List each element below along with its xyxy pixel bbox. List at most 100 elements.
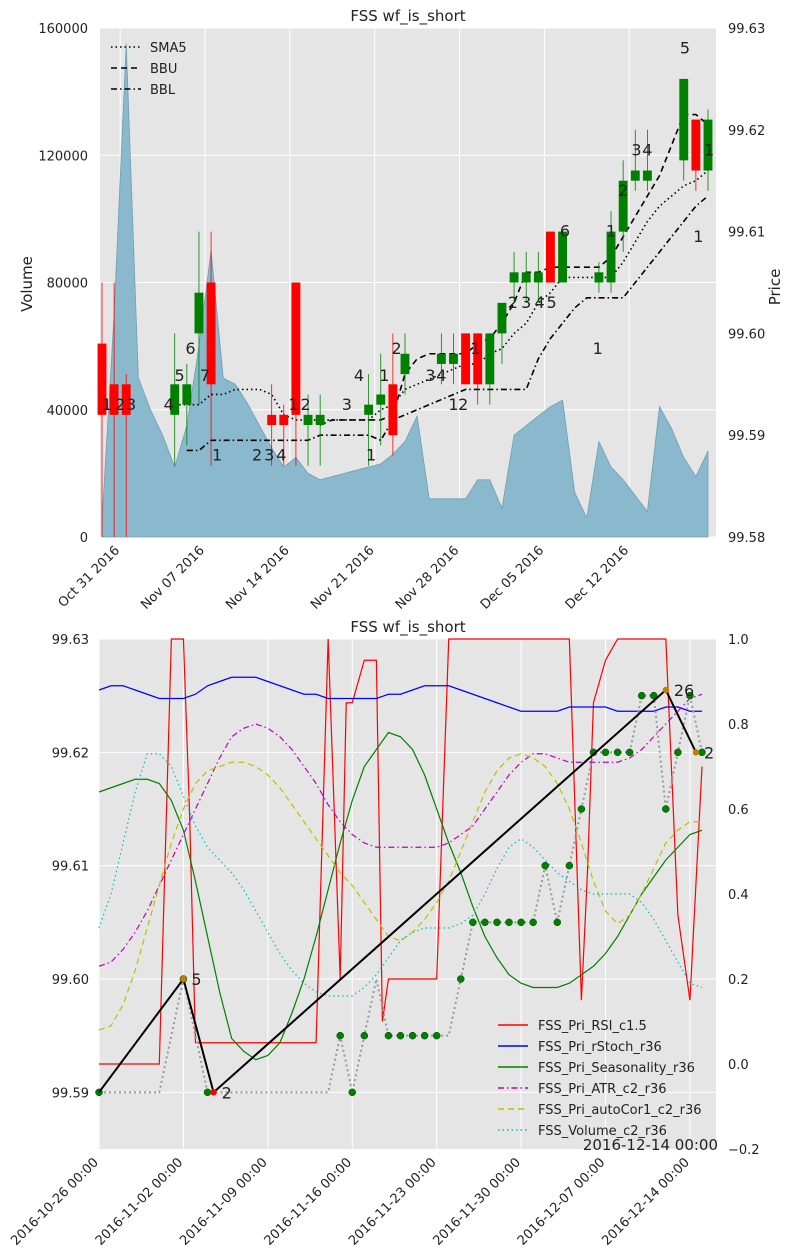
- price-line-label: 26: [674, 681, 694, 700]
- price-tick-label: 99.62: [52, 746, 89, 761]
- price-marker: [348, 1088, 357, 1097]
- price-marker: [541, 861, 549, 870]
- annotation-label: 1: [288, 395, 298, 414]
- date-tick-label: 2016-11-02 00:00: [93, 1155, 186, 1248]
- candle-body: [109, 384, 119, 415]
- annotation-label: 3: [425, 366, 435, 385]
- price-marker: [517, 918, 525, 927]
- annotation-label: 1: [379, 366, 389, 385]
- price-tick-label: 99.58: [728, 531, 765, 546]
- volume-axis-label: Volume: [18, 256, 36, 312]
- volume-area: [101, 43, 709, 538]
- annotation-label: 3: [631, 140, 641, 159]
- price-tick-label: 99.59: [728, 429, 765, 444]
- annotation-label: 5: [680, 38, 690, 57]
- annotation-label: 4: [642, 140, 652, 159]
- price-tick-label: 99.63: [728, 22, 765, 37]
- price-marker: [565, 861, 574, 870]
- date-tick-label: Dec 12 2016: [563, 543, 632, 612]
- corner-date-label: 2016-12-14 00:00: [583, 1136, 718, 1154]
- candle-body: [279, 414, 289, 426]
- volume-tick-label: 160000: [38, 22, 88, 37]
- candle-body: [606, 231, 616, 283]
- price-tick-label: 99.59: [52, 1086, 89, 1101]
- legend-label: FSS_Volume_c2_r36: [538, 1124, 667, 1139]
- annotation-label: 1: [470, 339, 480, 358]
- candles: [97, 78, 713, 537]
- annotation-label: 4: [164, 395, 174, 414]
- candle-body: [449, 353, 458, 364]
- series-line-fss-pri-seasonality-r36: [98, 731, 703, 1061]
- price-line-vertex: [662, 686, 670, 694]
- volume-tick-label: 80000: [47, 277, 88, 292]
- price-marker: [384, 1031, 393, 1040]
- annotation-label: 1: [212, 446, 222, 465]
- series-line-fss-pri-rstoch-r36: [98, 676, 702, 712]
- candle-body: [533, 272, 543, 283]
- candle-body: [703, 119, 713, 171]
- legend-label: FSS_Pri_ATR_c2_r36: [538, 1082, 666, 1097]
- legend-bbu-label: BBU: [150, 62, 177, 77]
- candle-body: [618, 180, 628, 232]
- price-marker: [662, 805, 670, 813]
- candle-body: [206, 282, 216, 385]
- grid: [98, 638, 716, 1149]
- candle-body: [546, 231, 555, 283]
- indicator-tick-label: −0.2: [728, 1143, 760, 1158]
- price-marker: [505, 918, 513, 927]
- price-marker: [553, 918, 562, 927]
- price-marker: [637, 691, 646, 700]
- price-line-label: 2: [704, 743, 714, 762]
- candle-body: [473, 333, 483, 385]
- legend-bbl-label: BBL: [150, 83, 176, 98]
- price-marker: [360, 1031, 369, 1040]
- price-marker: [396, 1031, 405, 1040]
- date-tick-label: 2016-10-26 00:00: [8, 1155, 101, 1248]
- indicator-lines: [174, 113, 709, 452]
- indicator-tick-label: 1.0: [728, 633, 749, 648]
- price-dotted-line: [99, 694, 703, 1094]
- annotation-label: 5: [174, 366, 184, 385]
- annotation-label: 4: [276, 446, 286, 465]
- legend-label: FSS_Pri_RSI_c1.5: [538, 1019, 647, 1034]
- price-tick-label: 99.61: [52, 860, 89, 875]
- candle-body: [509, 272, 519, 283]
- legend-label: FSS_Pri_Seasonality_r36: [538, 1061, 695, 1076]
- price-marker: [601, 748, 610, 757]
- annotation-label: 1: [704, 140, 714, 159]
- annotation-label: 2: [115, 395, 125, 414]
- candle-body: [376, 394, 386, 405]
- annotation-label: 3: [342, 395, 352, 414]
- series-line-bbu: [319, 113, 709, 426]
- annotation-label: 4: [534, 293, 544, 312]
- chart-title: FSS wf_is_short: [350, 7, 465, 26]
- candle-body: [594, 272, 604, 283]
- candle-body: [400, 353, 410, 375]
- price-tick-label: 99.62: [728, 124, 765, 139]
- indicator-line-chart: 5 2 26 2 99.59 99.60 99.61 99.62 99.63 −0.2 0.0 0.…: [8, 618, 759, 1249]
- series-line-bbl: [186, 195, 709, 452]
- candle-body: [497, 302, 507, 334]
- annotation-label: 5: [547, 293, 557, 312]
- candle-body: [194, 292, 204, 334]
- price-marker: [650, 691, 658, 700]
- candle-body: [388, 384, 398, 436]
- candle-body: [170, 384, 180, 415]
- candle-body: [364, 404, 374, 415]
- chart-title: FSS wf_is_short: [350, 618, 465, 637]
- legend-sma5-label: SMA5: [150, 41, 187, 56]
- candle-body: [679, 78, 689, 161]
- annotation-label: 3: [521, 293, 531, 312]
- indicator-tick-label: 0.2: [728, 973, 749, 988]
- price-marker: [420, 1031, 429, 1040]
- indicator-tick-label: 0.4: [728, 888, 749, 903]
- price-marker: [686, 691, 694, 700]
- date-tick-label: 2016-11-09 00:00: [177, 1155, 270, 1248]
- annotation-label: 2: [301, 395, 311, 414]
- date-tick-label: Oct 31 2016: [56, 543, 123, 610]
- plot-background: [99, 639, 716, 1149]
- price-marker: [674, 748, 682, 757]
- indicator-tick-label: 0.0: [728, 1058, 749, 1073]
